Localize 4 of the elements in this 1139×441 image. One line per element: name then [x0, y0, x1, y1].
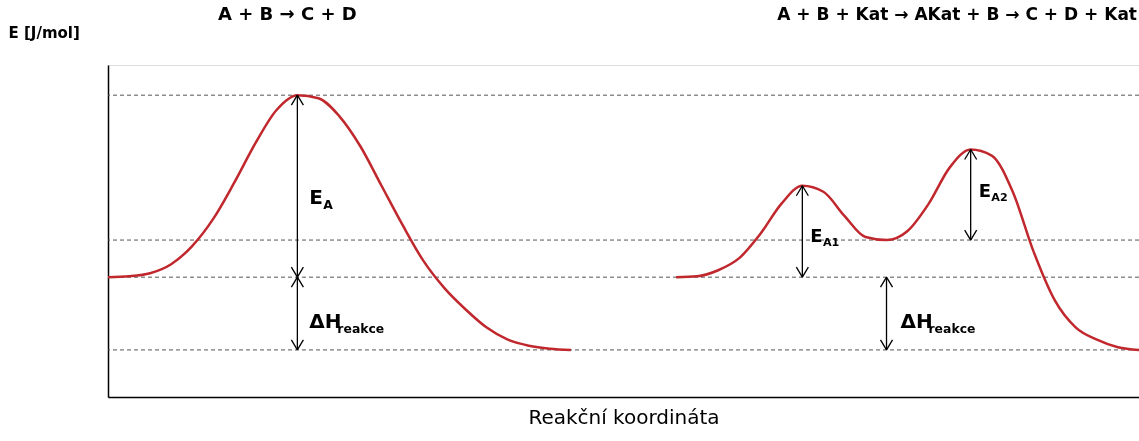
x-axis-title: Reakční koordináta: [528, 404, 720, 429]
y-axis-title: E [J/mol]: [8, 23, 80, 42]
text: A + B + Kat → AKat + B → C + D + Kat: [777, 4, 1137, 24]
text: A + B → C + D: [218, 3, 357, 24]
